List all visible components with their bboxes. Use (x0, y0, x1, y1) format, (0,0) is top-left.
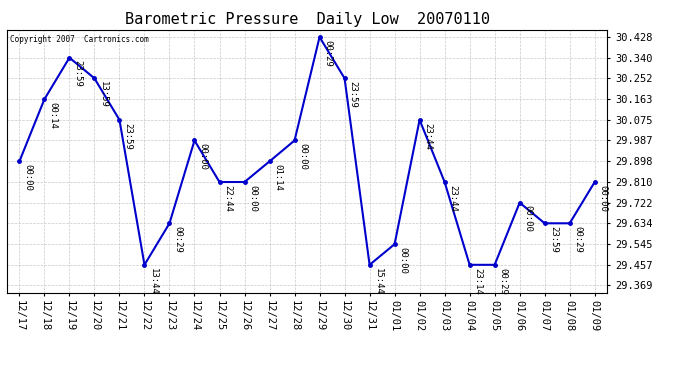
Text: 23:59: 23:59 (348, 81, 357, 108)
Text: 23:44: 23:44 (424, 123, 433, 150)
Text: 13:59: 13:59 (99, 81, 108, 108)
Text: 00:14: 00:14 (48, 102, 57, 129)
Text: 00:00: 00:00 (599, 185, 608, 211)
Text: 00:00: 00:00 (399, 247, 408, 274)
Text: 15:44: 15:44 (374, 268, 383, 294)
Text: 00:00: 00:00 (524, 206, 533, 232)
Text: 00:29: 00:29 (574, 226, 583, 253)
Text: 13:44: 13:44 (148, 268, 157, 294)
Text: 00:29: 00:29 (499, 268, 508, 294)
Text: 23:14: 23:14 (474, 268, 483, 294)
Text: 00:00: 00:00 (23, 164, 32, 191)
Text: Copyright 2007  Cartronics.com: Copyright 2007 Cartronics.com (10, 35, 148, 44)
Text: 00:00: 00:00 (299, 143, 308, 170)
Text: 23:44: 23:44 (448, 185, 457, 211)
Text: 00:00: 00:00 (248, 185, 257, 211)
Text: 00:00: 00:00 (199, 143, 208, 170)
Text: 00:29: 00:29 (324, 40, 333, 67)
Text: 23:59: 23:59 (74, 60, 83, 87)
Text: 23:59: 23:59 (124, 123, 132, 150)
Text: 00:29: 00:29 (174, 226, 183, 253)
Title: Barometric Pressure  Daily Low  20070110: Barometric Pressure Daily Low 20070110 (125, 12, 489, 27)
Text: 01:14: 01:14 (274, 164, 283, 191)
Text: 23:59: 23:59 (549, 226, 558, 253)
Text: 22:44: 22:44 (224, 185, 233, 211)
